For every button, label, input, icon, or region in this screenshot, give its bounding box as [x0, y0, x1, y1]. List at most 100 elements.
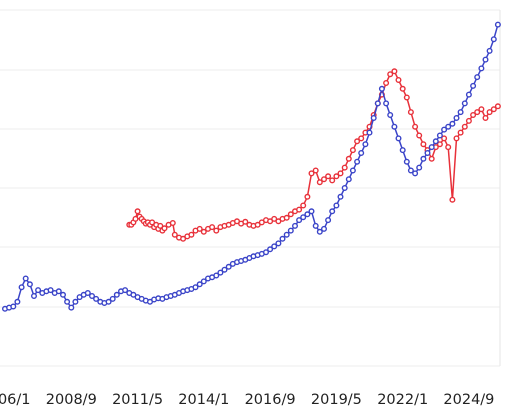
series-1-point-109	[453, 114, 460, 121]
grid	[0, 9, 501, 367]
series-1-point-115	[478, 65, 485, 72]
series-1-point-96	[399, 147, 406, 154]
series-1-point-100	[416, 164, 423, 171]
x-tick-label-4: 2016/9	[245, 392, 296, 408]
series-1-point-101	[420, 155, 427, 162]
series-1-point-54	[225, 263, 232, 270]
series-1-point-16	[68, 304, 75, 311]
series-1-point-113	[470, 82, 477, 89]
series-0-point-94	[478, 106, 485, 113]
series-0-point-64	[354, 138, 361, 145]
series-1-point-89	[370, 114, 377, 121]
series-1-point-2	[10, 303, 17, 310]
series-0-point-55	[316, 179, 323, 186]
series-0-point-54	[312, 167, 319, 174]
series-0-point-87	[449, 196, 456, 203]
series-1-point-112	[465, 91, 472, 98]
series-0-point-58	[329, 177, 336, 184]
x-axis-ticks: 2006/1 2008/9 2011/5 2014/1 2016/9 2019/5 2022…	[0, 392, 494, 408]
series-1-point-69	[287, 227, 294, 234]
series-0	[126, 68, 501, 242]
series-1-point-4	[18, 284, 25, 291]
series-1-point-98	[407, 167, 414, 174]
series-0-point-26	[196, 225, 203, 232]
series-0-point-97	[490, 106, 497, 113]
series-0-point-71	[383, 79, 390, 86]
series-0-point-57	[325, 173, 332, 180]
series-0-point-45	[275, 218, 282, 225]
series-1-point-77	[321, 225, 328, 232]
x-tick-label-5: 2019/5	[311, 392, 362, 408]
series-1-point-78	[325, 217, 332, 224]
series-0-point-4	[134, 208, 141, 215]
series-0-point-73	[391, 68, 398, 75]
series-1-point-118	[490, 36, 497, 43]
series-1-point-74	[308, 208, 315, 215]
series-1-point-104	[432, 138, 439, 145]
series-0-point-80	[420, 141, 427, 148]
series-0-point-37	[242, 218, 249, 225]
series-0-point-52	[304, 193, 311, 200]
series-1-point-68	[283, 231, 290, 238]
series-1-point-85	[354, 158, 361, 165]
series-0-point-85	[441, 135, 448, 142]
series-0-point-48	[287, 211, 294, 218]
series-1-point-84	[349, 167, 356, 174]
series-1-point-26	[109, 295, 116, 302]
series-1-point-6	[26, 281, 33, 288]
series-0-point-62	[345, 155, 352, 162]
series-1-point-66	[275, 240, 282, 247]
series-1-point-114	[474, 74, 481, 81]
series-1-point-8	[35, 287, 42, 294]
series-0-point-40	[254, 221, 261, 228]
series-1-point-65	[271, 243, 278, 250]
series-1-point-3	[14, 298, 21, 305]
series-0-point-43	[267, 218, 274, 225]
series-0-point-50	[296, 206, 303, 213]
series-0-point-76	[403, 94, 410, 101]
series-1-point-119	[494, 21, 501, 28]
series-0-point-27	[200, 228, 207, 235]
series-1-point-111	[461, 100, 468, 107]
series-0-point-75	[399, 85, 406, 92]
series-1-point-7	[31, 293, 38, 300]
series-1-point-94	[391, 123, 398, 130]
series-1-point-81	[337, 193, 344, 200]
series-1-point-72	[300, 214, 307, 221]
series-1-point-47	[196, 281, 203, 288]
series-1-point-103	[428, 144, 435, 151]
series-1-point-15	[64, 298, 71, 305]
series-0-point-88	[453, 135, 460, 142]
series-1-point-21	[88, 293, 95, 300]
series-0-point-96	[486, 109, 493, 116]
series-1-point-87	[362, 141, 369, 148]
x-tick-label-7: 2024/9	[443, 392, 494, 408]
series-0-point-11	[149, 219, 156, 226]
series-0-point-74	[395, 76, 402, 83]
series-0-point-60	[337, 170, 344, 177]
series-1-point-14	[60, 291, 67, 298]
x-tick-label-3: 2014/1	[178, 392, 229, 408]
series-0-point-22	[180, 235, 187, 242]
series-1-point-52	[217, 269, 224, 276]
series-0-point-19	[169, 219, 176, 226]
series-0-point-92	[470, 111, 477, 118]
series-1-point-17	[72, 298, 79, 305]
series-1-point-67	[279, 235, 286, 242]
series-0-point-78	[412, 123, 419, 130]
series-0-point-17	[161, 225, 168, 232]
series-1-point-106	[441, 126, 448, 133]
series-0-point-20	[171, 231, 178, 238]
series-1-point-83	[345, 176, 352, 183]
series-0-point-51	[300, 202, 307, 209]
series-0-point-89	[457, 129, 464, 136]
series-1-point-88	[366, 129, 373, 136]
series-1-point-63	[263, 249, 270, 256]
series-1-point-105	[436, 132, 443, 139]
series-0-point-53	[308, 170, 315, 177]
series-1-line	[4, 24, 499, 310]
x-tick-label-0: 2006/1	[0, 392, 31, 408]
series-1-point-110	[457, 109, 464, 116]
series-1-point-76	[316, 228, 323, 235]
